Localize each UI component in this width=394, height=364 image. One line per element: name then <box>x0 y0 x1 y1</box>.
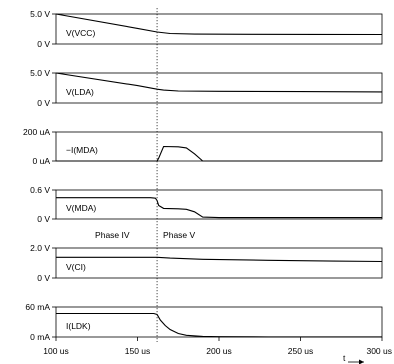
panel-2: 5.0 V 0 V V(LDA) <box>30 68 383 108</box>
series-line <box>55 13 383 36</box>
y-tick-label: 0 V <box>37 98 50 108</box>
x-tick-label: 200 us <box>206 346 232 356</box>
series-line <box>55 72 383 93</box>
x-tick-label: 100 us <box>43 346 69 356</box>
phase-v-label: Phase V <box>163 230 195 240</box>
y-tick-label: 0.6 V <box>30 185 50 195</box>
trace-label: I(LDK) <box>66 321 91 331</box>
y-tick-label: 0 uA <box>33 156 51 166</box>
panel-frame <box>55 131 383 162</box>
phase-iv-label: Phase IV <box>95 230 130 240</box>
y-tick-label: 60 mA <box>25 302 50 312</box>
x-tick-label: 300 us <box>366 346 392 356</box>
panel-frame <box>55 306 383 338</box>
series-line <box>56 145 382 162</box>
series-line <box>56 256 383 263</box>
panel-1: 5.0 V 0 V V(VCC) <box>30 9 383 49</box>
trace-label: V(VCC) <box>66 28 95 38</box>
panel-5: 2.0 V 0 V V(CI) <box>30 243 383 283</box>
panel-4: 0.6 V 0 V V(MDA) <box>30 185 383 224</box>
panel-frame <box>55 13 383 45</box>
y-tick-label: 0 V <box>37 273 50 283</box>
y-tick-label: 0 V <box>37 214 50 224</box>
y-tick-label: 0 V <box>37 39 50 49</box>
plot-panels: 5.0 V 0 V V(VCC) 5.0 V 0 V V(LDA) 200 uA 0 uA −I… <box>23 9 383 342</box>
x-tick-label: 250 us <box>288 346 314 356</box>
trace-label: −I(MDA) <box>66 145 98 155</box>
trace-label: V(CI) <box>66 262 86 272</box>
x-unit-label: t <box>343 353 346 363</box>
trace-label: V(MDA) <box>66 203 96 213</box>
y-tick-label: 5.0 V <box>30 68 50 78</box>
series-line <box>56 197 382 219</box>
y-tick-label: 0 mA <box>30 332 50 342</box>
panel-frame <box>55 247 383 279</box>
time-arrow-head <box>359 359 364 364</box>
y-tick-label: 200 uA <box>23 127 50 137</box>
panel-frame <box>55 189 383 220</box>
panel-6: 60 mA 0 mA I(LDK) <box>25 302 383 342</box>
series-line <box>56 312 382 338</box>
y-tick-label: 5.0 V <box>30 9 50 19</box>
panel-frame <box>55 72 383 104</box>
y-tick-label: 2.0 V <box>30 243 50 253</box>
panel-3: 200 uA 0 uA −I(MDA) <box>23 127 383 166</box>
trace-label: V(LDA) <box>66 87 94 97</box>
x-axis: 100 us 150 us 200 us 250 us 300 us t <box>43 337 392 364</box>
x-tick-label: 150 us <box>125 346 151 356</box>
